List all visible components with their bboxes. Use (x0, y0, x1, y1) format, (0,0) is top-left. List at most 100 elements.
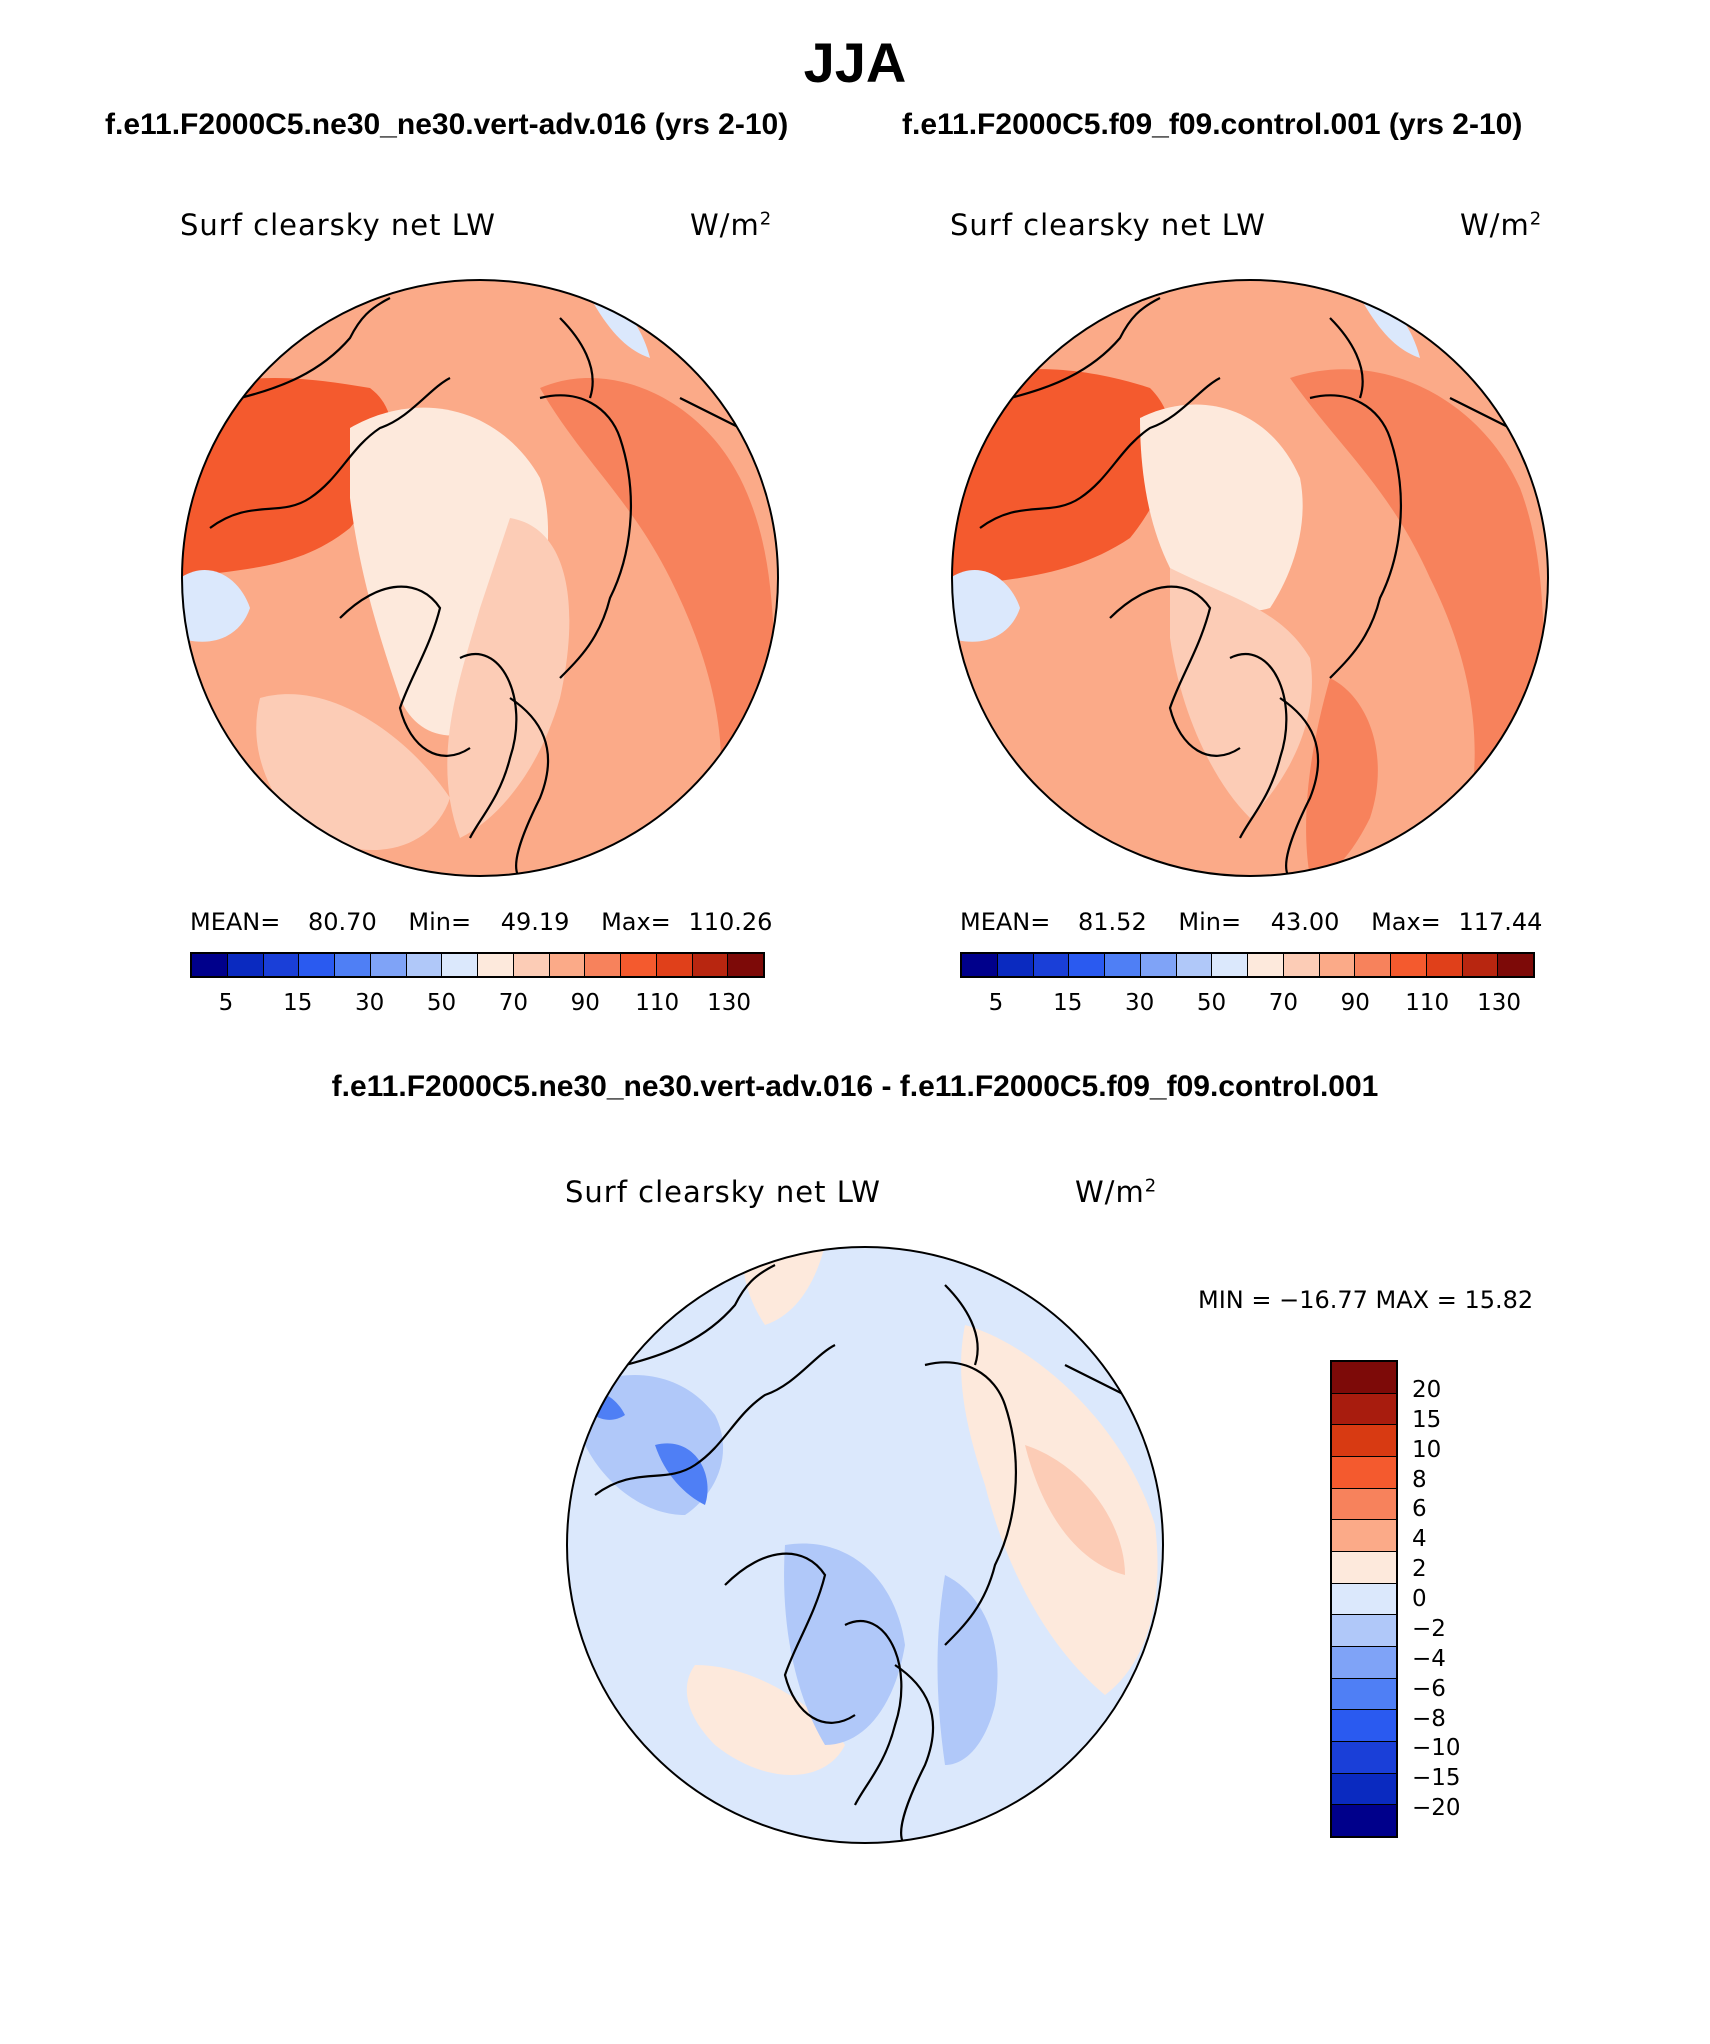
right-max-value: 117.44 (1458, 908, 1543, 936)
diff-field-america-warm2 (1025, 1445, 1125, 1575)
diff-colorbar-cell (1332, 1520, 1396, 1553)
right-max-label: Max= (1371, 908, 1441, 936)
left-field-america-warm (540, 378, 778, 876)
difference-polar-map (566, 1246, 1164, 1844)
right-colorbar-cell (1033, 954, 1070, 976)
diff-field-scandinavia-cool (937, 1575, 998, 1765)
right-field-scandinavia (1306, 678, 1378, 876)
right-colorbar-tick-label: 50 (1196, 990, 1227, 1016)
right-colorbar-cell (1283, 954, 1320, 976)
right-colorbar-tick-label: 5 (988, 990, 1004, 1016)
left-colorbar-cell (728, 954, 763, 976)
right-colorbar-cell (1498, 954, 1533, 976)
diff-colorbar-tick-label: 4 (1412, 1526, 1427, 1553)
diff-colorbar-cell (1332, 1425, 1396, 1458)
diff-colorbar-tick-label: −10 (1412, 1735, 1461, 1762)
left-colorbar-tick-label: 50 (426, 990, 457, 1016)
right-colorbar-tick-label: 30 (1125, 990, 1155, 1016)
right-units-label: W/m2 (1460, 208, 1543, 242)
left-colorbar-tick-label: 15 (283, 990, 313, 1016)
left-min-label: Min= (408, 908, 472, 936)
left-colorbar-cell (621, 954, 657, 976)
diff-colorbar-tick-label: 20 (1412, 1376, 1442, 1403)
right-variable-label: Surf clearsky net LW (950, 208, 1266, 242)
left-min-value: 49.19 (500, 908, 570, 936)
right-colorbar-cell (1462, 954, 1499, 976)
diff-units-label: W/m2 (1075, 1175, 1158, 1209)
left-colorbar-cell (299, 954, 335, 976)
right-case-title: f.e11.F2000C5.f09_f09.control.001 (yrs 2… (902, 108, 1523, 141)
diff-minmax-text: MIN = −16.77 MAX = 15.82 (1198, 1286, 1534, 1314)
left-stats-line: MEAN= 80.70 Min= 49.19 Max= 110.26 (190, 908, 772, 936)
right-mean-value: 81.52 (1078, 908, 1147, 936)
left-colorbar-cell (549, 954, 586, 976)
left-colorbar-cell (442, 954, 478, 976)
left-colorbar-cell (513, 954, 550, 976)
right-colorbar-cell (997, 954, 1034, 976)
diff-colorbar-cell (1332, 1615, 1396, 1648)
left-field-pacific-cool (200, 748, 240, 818)
right-colorbar-tick-label: 15 (1053, 990, 1083, 1016)
diff-colorbar-tick-label: 6 (1412, 1496, 1427, 1523)
right-colorbar-tick-label: 110 (1405, 990, 1450, 1016)
diff-colorbar-cell (1332, 1742, 1396, 1774)
right-colorbar-tick-label: 70 (1268, 990, 1299, 1016)
right-colorbar-cell (1105, 954, 1141, 976)
right-map-border (951, 279, 1549, 877)
left-colorbar-cell (656, 954, 693, 976)
diff-colorbar-cell (1332, 1710, 1396, 1743)
diff-colorbar-tick-label: −4 (1412, 1645, 1446, 1672)
right-min-label: Min= (1178, 908, 1242, 936)
diff-colorbar-cell (1332, 1362, 1396, 1394)
right-colorbar-cell (1319, 954, 1356, 976)
left-colorbar-cell (192, 954, 228, 976)
left-colorbar-cell (227, 954, 264, 976)
right-colorbar-cell (1391, 954, 1427, 976)
right-field-central (1170, 568, 1312, 818)
diff-colorbar-cell (1332, 1488, 1396, 1521)
left-colorbar-cell (370, 954, 407, 976)
difference-title: f.e11.F2000C5.ne30_ne30.vert-adv.016 - f… (331, 1070, 1379, 1103)
diff-colorbar-tick-label: 8 (1412, 1466, 1427, 1493)
left-colorbar-cell (478, 954, 514, 976)
diff-colorbar-cell (1332, 1678, 1396, 1711)
diff-map-border (566, 1246, 1164, 1844)
right-field-eurasia-warm (952, 369, 1172, 588)
left-colorbar-ticks: 5 15 30 50 70 90 110 130 (190, 990, 765, 1020)
left-field-atlantic (256, 694, 450, 851)
diff-colorbar-cell (1332, 1583, 1396, 1616)
left-colorbar-cell (585, 954, 621, 976)
left-colorbar-cell (335, 954, 371, 976)
diff-variable-label: Surf clearsky net LW (565, 1175, 881, 1209)
left-units-label: W/m2 (690, 208, 773, 242)
diff-colorbar-tick-label: −2 (1412, 1615, 1446, 1642)
right-colorbar-cell (962, 954, 998, 976)
right-stats-line: MEAN= 81.52 Min= 43.00 Max= 117.44 (960, 908, 1543, 936)
right-coastlines (979, 297, 1511, 876)
diff-colorbar-tick-label: 10 (1412, 1436, 1442, 1463)
left-colorbar-tick-label: 70 (498, 990, 529, 1016)
diff-colorbar (1330, 1360, 1398, 1838)
right-colorbar-cell (1355, 954, 1391, 976)
left-max-label: Max= (601, 908, 671, 936)
right-colorbar-tick-label: 130 (1477, 990, 1522, 1016)
left-colorbar-tick-label: 90 (570, 990, 600, 1016)
right-min-value: 43.00 (1270, 908, 1340, 936)
left-mean-label: MEAN= (190, 908, 281, 936)
right-colorbar-cell (1426, 954, 1463, 976)
left-map-border (181, 279, 779, 877)
right-colorbar-ticks: 5 15 30 50 70 90 110 130 (960, 990, 1535, 1020)
diff-colorbar-cell (1332, 1805, 1396, 1837)
diff-colorbar-cell (1332, 1552, 1396, 1584)
diff-colorbar-tick-label: 0 (1412, 1586, 1427, 1612)
left-field-bering-cool (182, 569, 250, 642)
diff-colorbar-tick-label: −6 (1412, 1675, 1446, 1702)
left-colorbar (190, 952, 765, 978)
left-colorbar-cell (692, 954, 729, 976)
left-polar-map (181, 279, 779, 877)
diff-field-atlantic-warm (686, 1665, 845, 1775)
right-colorbar-cell (1069, 954, 1105, 976)
left-colorbar-tick-label: 110 (635, 990, 680, 1016)
right-field-pacific-cool (970, 748, 1010, 818)
left-colorbar-tick-label: 5 (218, 990, 234, 1016)
